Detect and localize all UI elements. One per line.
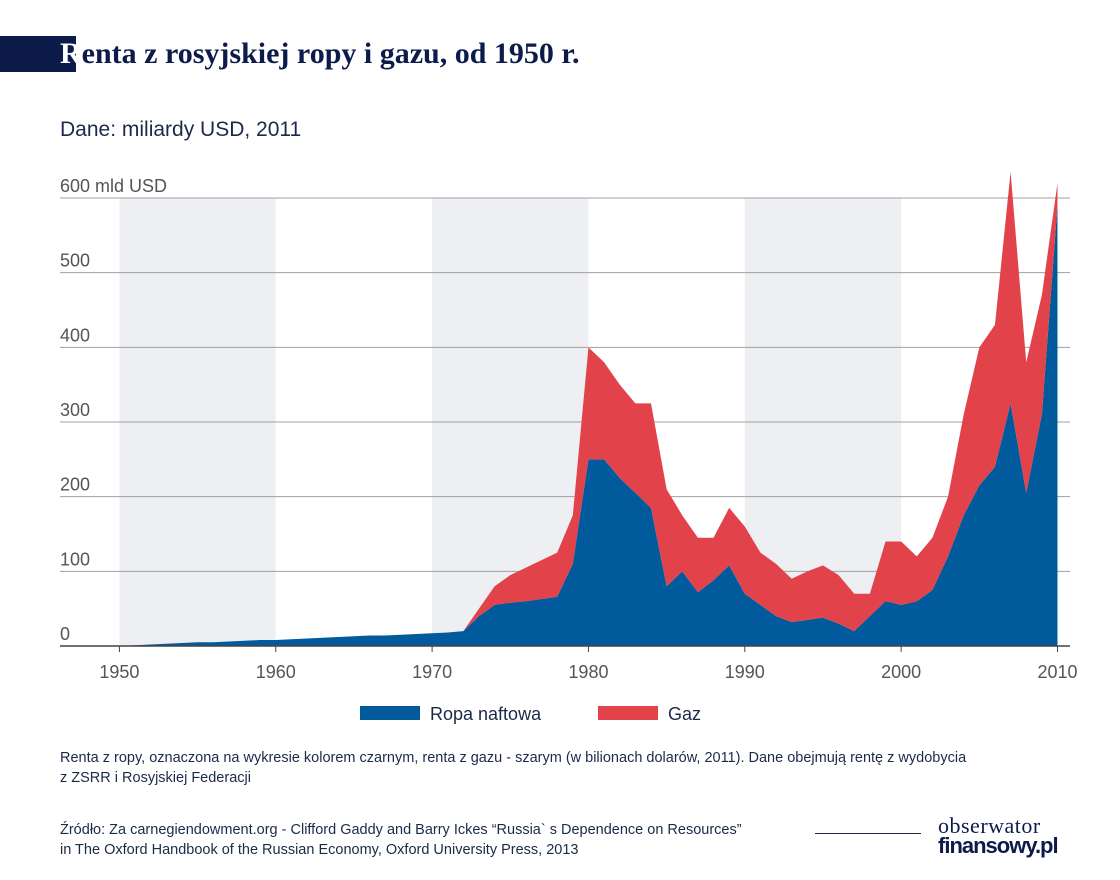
logo-line: obserwator [938, 813, 1041, 838]
y-tick-label: 600 mld USD [60, 176, 167, 196]
source-line: in The Oxford Handbook of the Russian Ec… [60, 842, 579, 858]
legend-label: Gaz [668, 704, 701, 724]
y-tick-label: 0 [60, 624, 70, 644]
note-line: z ZSRR i Rosyjskiej Federacji [60, 770, 251, 786]
x-tick-label: 1970 [412, 662, 452, 682]
x-tick-label: 2000 [881, 662, 921, 682]
separator [815, 833, 921, 834]
source-line: Źródło: Za carnegiendowment.org - Cliffo… [60, 822, 742, 838]
area [119, 205, 1058, 646]
chart-subtitle: Dane: miliardy USD, 2011 [60, 118, 302, 141]
y-tick-label: 500 [60, 251, 90, 271]
logo-line: finansowy.pl [938, 833, 1059, 858]
y-tick-label: 400 [60, 325, 90, 345]
chart-title: Renta z rosyjskiej ropy i gazu, od 1950 … [0, 36, 580, 72]
x-tick-label: 1960 [256, 662, 296, 682]
source: Źródło: Za carnegiendowment.org - Cliffo… [60, 820, 742, 860]
note-line: Renta z ropy, oznaczona na wykresie kolo… [60, 750, 967, 766]
x-tick-label: 1990 [725, 662, 765, 682]
x-tick-label: 1950 [99, 662, 139, 682]
area [119, 171, 1058, 646]
logo: obserwator finansowy.pl [938, 813, 1059, 858]
x-tick-label: 2010 [1037, 662, 1077, 682]
legend-swatch [360, 706, 420, 720]
y-tick-label: 300 [60, 400, 90, 420]
note: Renta z ropy, oznaczona na wykresie kolo… [60, 748, 966, 788]
legend-swatch [598, 706, 658, 720]
legend-label: Ropa naftowa [430, 704, 542, 724]
y-tick-label: 100 [60, 549, 90, 569]
y-tick-label: 200 [60, 475, 90, 495]
x-tick-label: 1980 [568, 662, 608, 682]
